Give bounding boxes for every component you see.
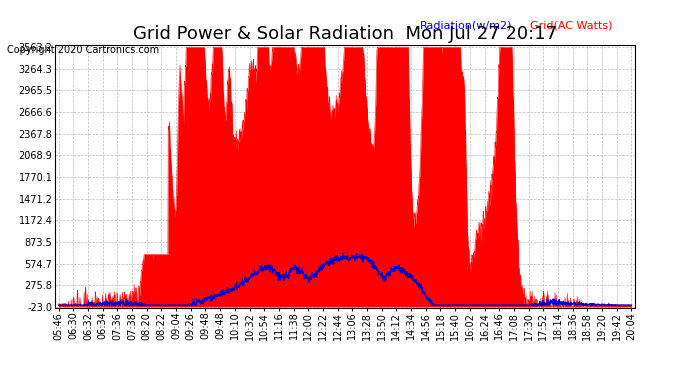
Text: Radiation(w/m2): Radiation(w/m2) bbox=[420, 20, 513, 30]
Text: Grid(AC Watts): Grid(AC Watts) bbox=[531, 20, 613, 30]
Text: Copyright 2020 Cartronics.com: Copyright 2020 Cartronics.com bbox=[7, 45, 159, 55]
Title: Grid Power & Solar Radiation  Mon Jul 27 20:17: Grid Power & Solar Radiation Mon Jul 27 … bbox=[133, 26, 557, 44]
